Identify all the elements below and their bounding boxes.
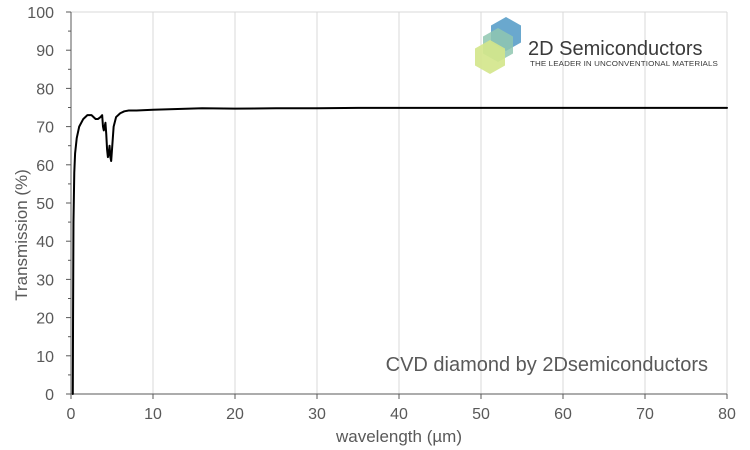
series-line-0 <box>71 106 728 395</box>
company-logo: 2D Semiconductors THE LEADER IN UNCONVEN… <box>475 17 718 74</box>
y-tick-label-90: 90 <box>36 43 54 60</box>
x-tick-label-40: 40 <box>390 406 408 423</box>
logo-hex-yellow <box>475 40 505 74</box>
y-tick-label-10: 10 <box>36 349 54 366</box>
chart-annotation: CVD diamond by 2Dsemiconductors <box>386 354 708 376</box>
x-axis-title: wavelength (µm) <box>335 427 462 446</box>
y-tick-label-80: 80 <box>36 81 54 98</box>
x-tick-label-80: 80 <box>718 406 736 423</box>
hexagon-cluster-icon <box>475 17 521 74</box>
y-tick-label-20: 20 <box>36 311 54 328</box>
logo-tagline: THE LEADER IN UNCONVENTIONAL MATERIALS <box>530 59 718 68</box>
y-tick-label-50: 50 <box>36 196 54 213</box>
x-tick-label-0: 0 <box>67 406 76 423</box>
y-axis-title: Transmission (%) <box>12 169 31 301</box>
axes-layer <box>66 11 728 399</box>
logo-title: 2D Semiconductors <box>528 38 703 60</box>
y-tick-label-30: 30 <box>36 272 54 289</box>
grid-layer <box>71 11 728 394</box>
y-tick-label-60: 60 <box>36 158 54 175</box>
y-tick-label-70: 70 <box>36 120 54 137</box>
y-tick-label-100: 100 <box>27 5 54 22</box>
x-tick-label-30: 30 <box>308 406 326 423</box>
series-layer <box>71 106 728 395</box>
x-tick-label-10: 10 <box>144 406 162 423</box>
x-tick-label-70: 70 <box>636 406 654 423</box>
y-tick-label-40: 40 <box>36 234 54 251</box>
tick-labels: 0 10 20 30 40 50 60 70 80 90 100 0 10 20 30 40 50 60 70 80 <box>27 5 736 423</box>
y-tick-label-0: 0 <box>45 387 54 404</box>
x-tick-label-20: 20 <box>226 406 244 423</box>
x-tick-label-50: 50 <box>472 406 490 423</box>
x-tick-label-60: 60 <box>554 406 572 423</box>
